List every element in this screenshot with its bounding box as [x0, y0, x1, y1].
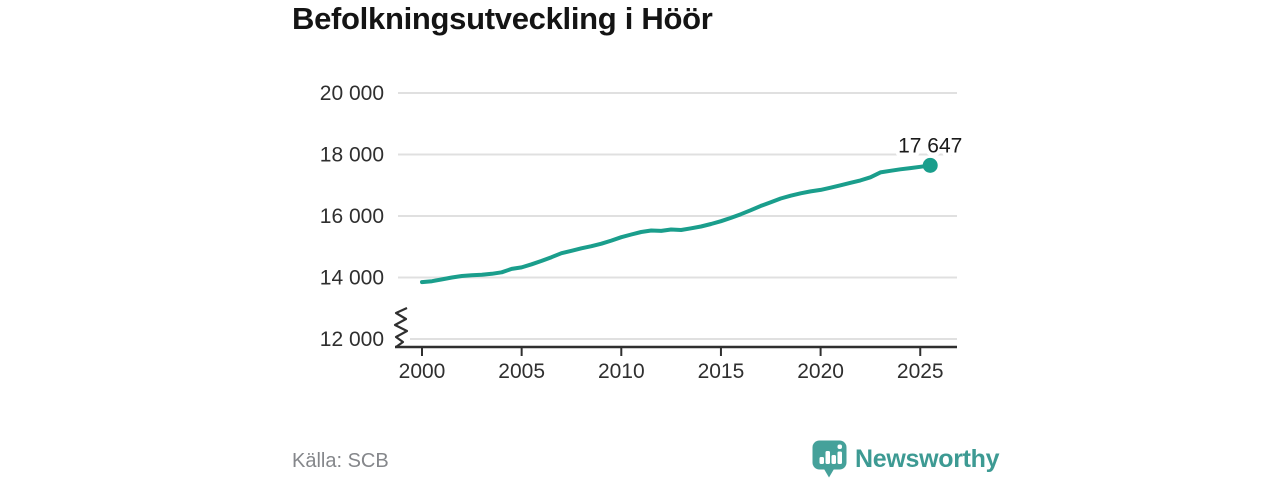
x-tick-label: 2010 — [598, 360, 645, 383]
x-tick-label: 2020 — [797, 360, 844, 383]
y-tick-label: 14 000 — [320, 267, 384, 290]
x-tick-label: 2005 — [498, 360, 545, 383]
y-tick-label: 16 000 — [320, 205, 384, 228]
x-tick-label: 2025 — [897, 360, 944, 383]
page-title: Befolkningsutveckling i Höör — [292, 1, 713, 36]
axis-break-icon — [393, 306, 409, 348]
latest-value-label: 17 647 — [898, 134, 962, 157]
y-tick-label: 20 000 — [320, 82, 384, 105]
bar-chart-bubble-icon — [812, 440, 847, 478]
x-tick-label: 2000 — [399, 360, 446, 383]
x-tick-label: 2015 — [698, 360, 745, 383]
source-note: Källa: SCB — [292, 450, 389, 472]
latest-value-dot — [922, 157, 938, 173]
population-line-series — [420, 163, 933, 285]
y-tick-label: 18 000 — [320, 144, 384, 167]
newsworthy-logo[interactable]: Newsworthy — [812, 440, 1000, 478]
y-tick-label: 12 000 — [320, 328, 384, 351]
newsworthy-wordmark: Newsworthy — [855, 444, 1000, 473]
